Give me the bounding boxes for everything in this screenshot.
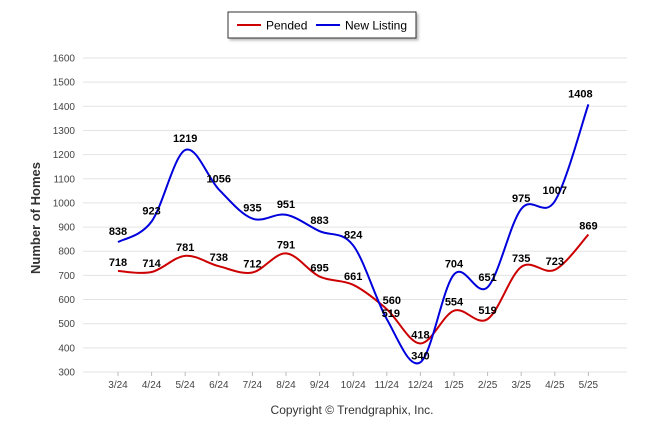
y-tick-label: 1200 [53, 150, 76, 161]
legend-label-new-listing: New Listing [345, 19, 407, 33]
x-tick-label: 7/24 [243, 380, 263, 391]
y-tick-label: 1300 [53, 126, 76, 137]
x-tick-label: 8/24 [276, 380, 296, 391]
data-label-pended: 738 [210, 252, 228, 264]
x-tick-label: 12/24 [408, 380, 433, 391]
data-label-pended: 791 [277, 239, 295, 251]
data-label-pended: 723 [546, 256, 564, 268]
plot-background [83, 58, 627, 372]
plot-area: 300 400 500 600 700 800 900 1000 1100 1200 1300 140… [53, 54, 627, 391]
x-tick-label: 10/24 [341, 380, 366, 391]
data-label-pended: 781 [176, 242, 194, 254]
data-label-pended: 718 [109, 257, 127, 269]
data-label-new-listing: 1219 [173, 133, 197, 145]
grid-lines [83, 57, 627, 373]
data-labels: 718 714 781 738 712 791 695 661 560 418 554 519 735 7… [109, 88, 598, 362]
y-axis-ticks: 300 400 500 600 700 800 900 1000 1100 1200 1300 140… [53, 54, 76, 379]
data-label-pended: 560 [383, 295, 401, 307]
data-label-pended: 712 [243, 258, 261, 270]
legend: Pended New Listing [227, 11, 417, 39]
data-label-pended: 554 [445, 297, 464, 309]
y-tick-label: 500 [58, 319, 75, 330]
x-tick-label: 5/25 [579, 380, 599, 391]
x-tick-label: 6/24 [209, 380, 229, 391]
data-label-new-listing: 975 [512, 193, 530, 205]
y-tick-label: 800 [58, 247, 75, 258]
x-tick-label: 3/25 [511, 380, 531, 391]
x-tick-label: 2/25 [478, 380, 498, 391]
y-tick-label: 1600 [53, 54, 76, 65]
data-label-new-listing: 838 [109, 226, 127, 238]
y-tick-label: 1100 [53, 174, 75, 185]
x-tick-label: 11/24 [375, 380, 400, 391]
data-label-new-listing: 883 [310, 215, 328, 227]
y-axis-title: Number of Homes [28, 162, 43, 274]
data-label-new-listing: 1007 [543, 185, 567, 197]
data-label-new-listing: 519 [382, 308, 400, 320]
data-label-new-listing: 824 [344, 229, 363, 241]
series-lines [117, 104, 590, 365]
copyright-text: Copyright © Trendgraphix, Inc. [271, 403, 434, 417]
x-axis-ticks: 3/24 4/24 5/24 6/24 7/24 8/24 9/24 10/24 11/24 12… [108, 372, 599, 391]
y-tick-label: 600 [58, 295, 75, 306]
series-line-new-listing [117, 104, 590, 365]
y-tick-label: 400 [58, 343, 75, 354]
data-label-new-listing: 340 [411, 350, 429, 362]
legend-label-pended: Pended [266, 19, 307, 33]
x-tick-label: 5/24 [175, 380, 195, 391]
data-label-pended: 418 [411, 329, 429, 341]
x-tick-label: 9/24 [310, 380, 330, 391]
data-label-new-listing: 1408 [568, 88, 592, 100]
data-label-pended: 735 [512, 253, 530, 265]
y-tick-label: 900 [58, 223, 75, 234]
x-tick-label: 3/24 [108, 380, 128, 391]
data-label-pended: 661 [344, 271, 362, 283]
y-tick-label: 1400 [53, 102, 76, 113]
y-tick-label: 300 [58, 368, 75, 379]
data-label-new-listing: 651 [478, 272, 496, 284]
y-tick-label: 700 [58, 271, 75, 282]
y-tick-label: 1000 [53, 198, 76, 209]
data-label-new-listing: 951 [277, 199, 295, 211]
data-label-new-listing: 704 [445, 258, 464, 270]
x-tick-label: 4/24 [142, 380, 162, 391]
y-tick-label: 1500 [53, 78, 76, 89]
series-line-pended [117, 233, 590, 345]
data-label-pended: 695 [310, 263, 328, 275]
data-label-new-listing: 1056 [207, 173, 231, 185]
data-label-new-listing: 923 [142, 206, 160, 218]
data-label-pended: 714 [142, 258, 161, 270]
data-label-pended: 519 [478, 305, 496, 317]
x-tick-label: 1/25 [444, 380, 464, 391]
data-label-pended: 869 [579, 221, 597, 233]
x-tick-label: 4/25 [545, 380, 565, 391]
data-label-new-listing: 935 [243, 203, 261, 215]
